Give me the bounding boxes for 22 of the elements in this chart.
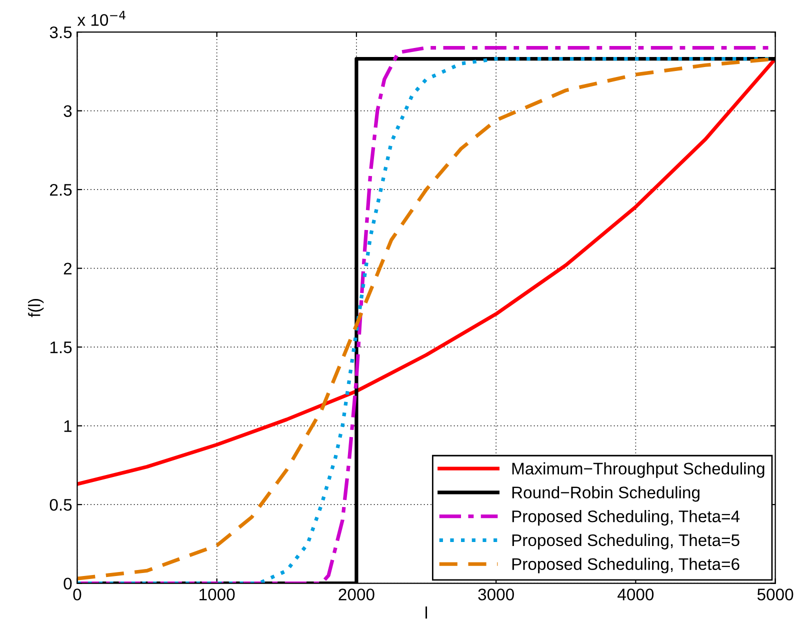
x-tick-label: 3000 (478, 588, 514, 600)
x-tick-label: 4000 (618, 588, 654, 600)
y-tick-label: 0 (64, 578, 72, 590)
y-tick-label: 3 (64, 105, 72, 118)
y-tick-label: 0.5 (50, 498, 72, 511)
legend-label: Proposed Scheduling, Theta=6 (512, 558, 740, 574)
x-tick-label: 1000 (200, 588, 235, 600)
x-tick-label: 2000 (338, 588, 374, 600)
y-tick-label: 3.5 (50, 26, 72, 38)
y-axis-title: f(l) (28, 298, 44, 318)
legend-label: Round−Robin Scheduling (512, 486, 700, 502)
x-axis-title: l (426, 606, 427, 619)
legend-label: Proposed Scheduling, Theta=4 (512, 510, 740, 526)
y-tick-label: 1 (64, 420, 72, 432)
y-tick-label: 2 (64, 262, 72, 274)
y-tick-label: 2.5 (50, 184, 72, 196)
legend-label: Maximum−Throughput Scheduling (512, 462, 764, 478)
x-tick-label: 5000 (757, 588, 794, 600)
y-tick-label: 1.5 (50, 342, 72, 354)
x-tick-label: 0 (73, 588, 82, 600)
legend-label: Proposed Scheduling, Theta=5 (512, 534, 740, 550)
text: x 10$^{−4}$ (77, 10, 126, 26)
